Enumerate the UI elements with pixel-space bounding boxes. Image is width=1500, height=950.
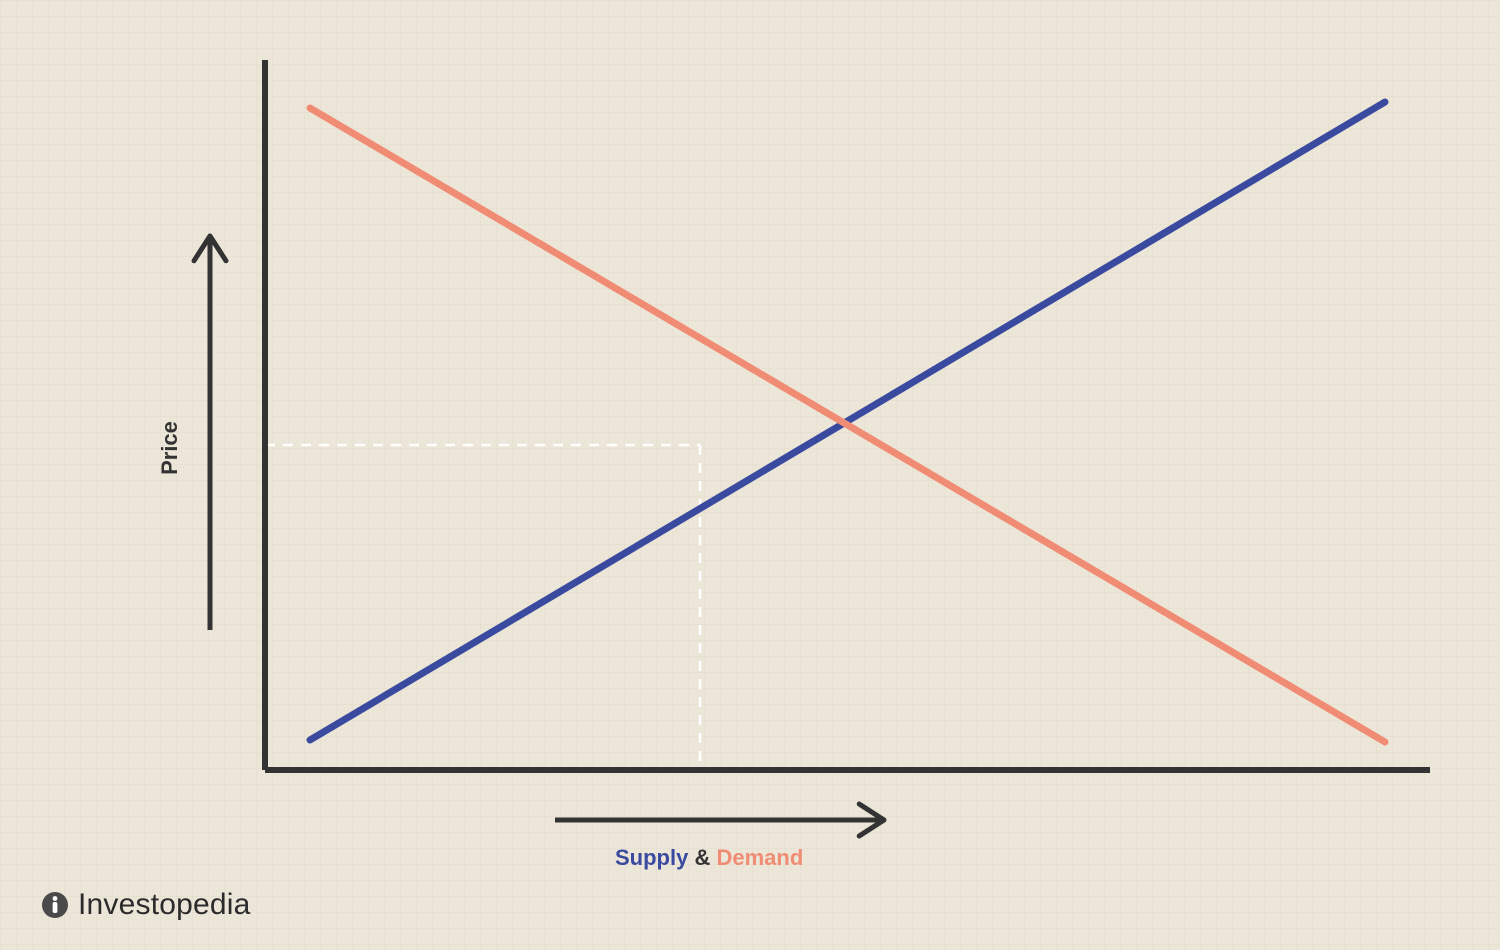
demand-label: Demand (716, 845, 803, 870)
brand-text: Investopedia (78, 888, 251, 922)
y-axis-label: Price (157, 421, 183, 475)
ampersand-label: & (688, 845, 716, 870)
x-axis-label: Supply & Demand (615, 845, 803, 871)
supply-label: Supply (615, 845, 688, 870)
brand-logo: Investopedia (40, 888, 251, 922)
chart-canvas: Price Supply & Demand Investopedia (0, 0, 1500, 950)
investopedia-icon (40, 890, 70, 920)
supply-demand-chart (0, 0, 1500, 950)
